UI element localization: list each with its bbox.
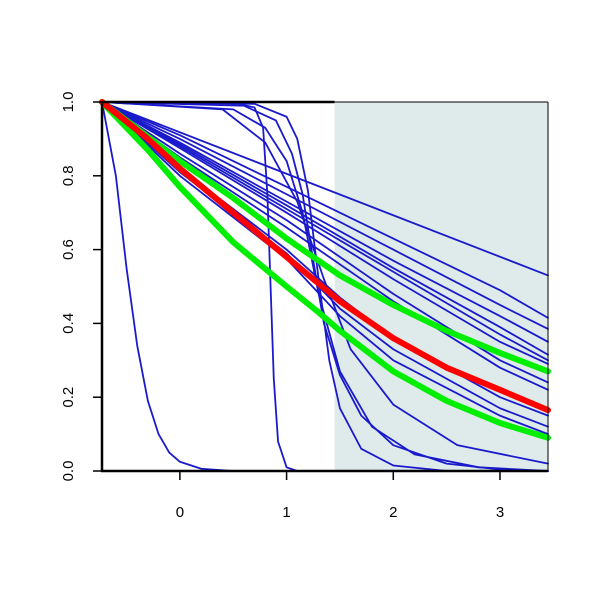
series-line-21-red — [99, 99, 551, 414]
y-tick-label: 0.2 — [60, 387, 77, 408]
series-line-2-thin — [101, 101, 549, 472]
y-tick-label: 0.0 — [60, 461, 77, 482]
series-line-9-thin — [101, 101, 549, 330]
x-tick-label: 2 — [389, 504, 397, 521]
series-line-10-thin — [101, 101, 549, 343]
series-line-13-thin — [101, 101, 549, 365]
series-line-6-thin — [101, 101, 549, 465]
y-tick-label: 0.8 — [60, 165, 77, 186]
series-line-7-thin — [101, 101, 549, 277]
series-line-8-thin — [101, 101, 549, 319]
series-line-20-green — [99, 99, 551, 441]
series-line-18-thin — [101, 101, 549, 436]
x-tick-label: 0 — [176, 504, 184, 521]
y-tick-label: 1.0 — [60, 92, 77, 113]
y-tick-label: 0.4 — [60, 313, 77, 334]
y-tick-label: 0.6 — [60, 239, 77, 260]
series-line-1-thin — [101, 101, 549, 472]
series-line-11-thin — [101, 101, 549, 356]
series-line-12-thin — [101, 101, 549, 362]
series-line-4-thin — [101, 101, 549, 472]
x-tick-label: 1 — [282, 504, 290, 521]
series-line-14-thin — [101, 101, 549, 384]
x-tick-label: 3 — [496, 504, 504, 521]
series-line-19-green — [99, 99, 551, 375]
